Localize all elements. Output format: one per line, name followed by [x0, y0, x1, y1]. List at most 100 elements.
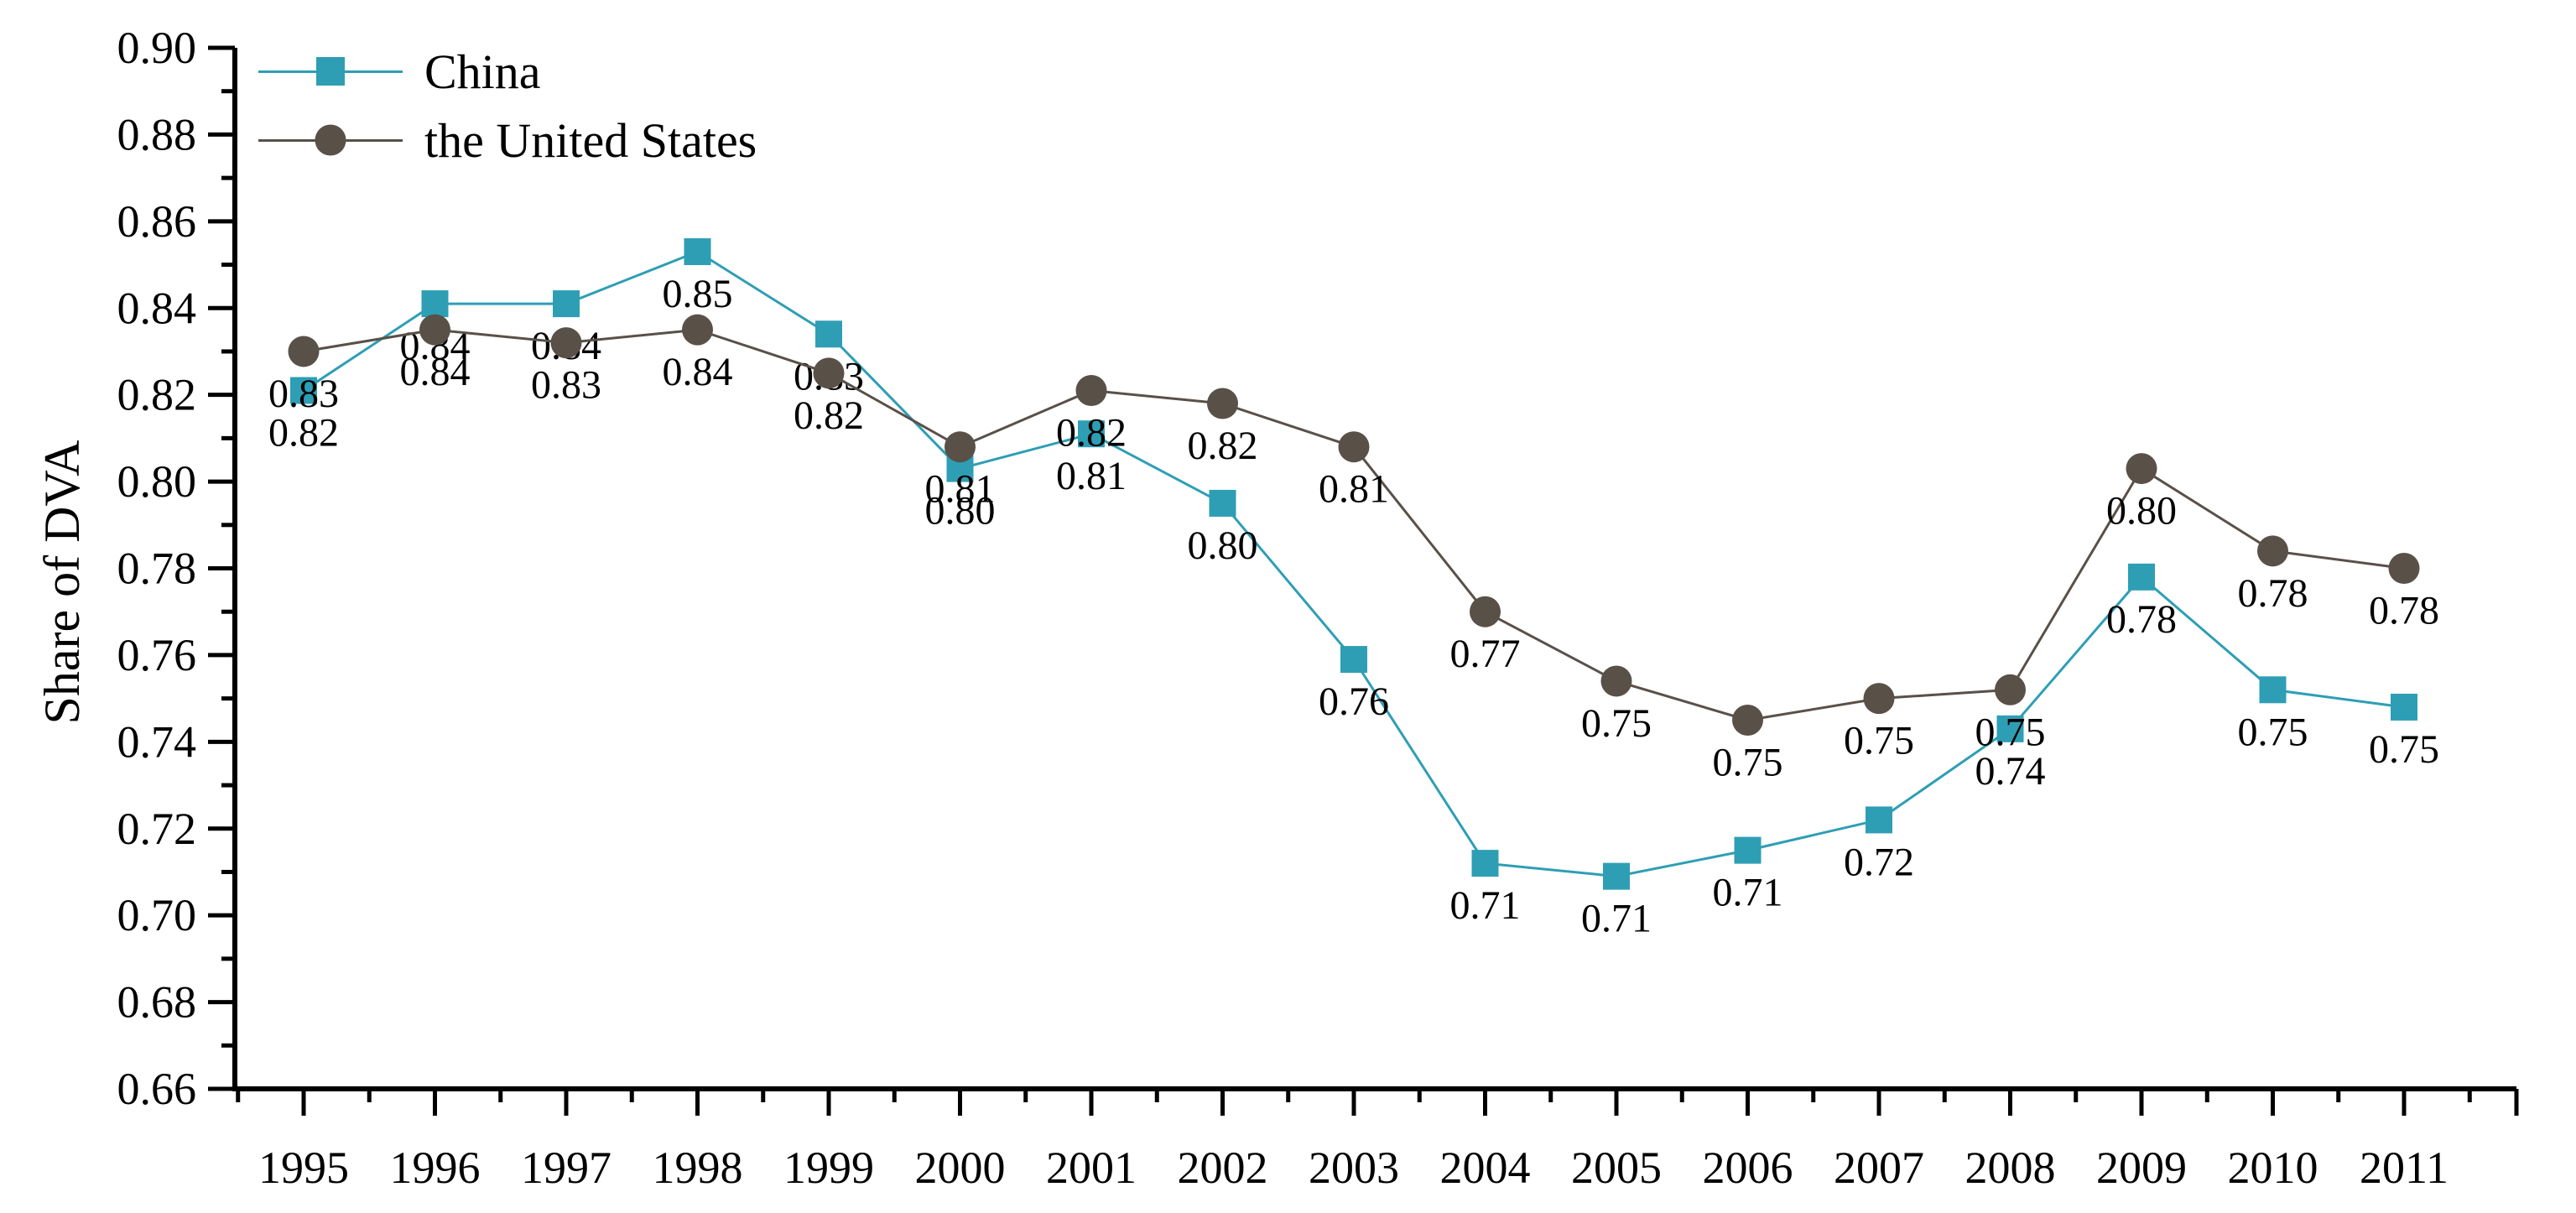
data-point-label: 0.75: [1581, 701, 1652, 746]
x-axis-tick-label: 2008: [1965, 1143, 2056, 1193]
data-point-label: 0.71: [1450, 883, 1521, 928]
data-point-label: 0.84: [663, 350, 733, 394]
data-point-marker-circle: [682, 314, 713, 346]
y-axis-tick-label: 0.76: [117, 630, 197, 680]
data-point-marker-circle: [1600, 665, 1632, 697]
data-point-label: 0.76: [1319, 679, 1389, 724]
data-point-marker-circle: [945, 431, 976, 463]
data-point-marker-square: [421, 290, 449, 318]
legend-sample-china: [258, 55, 403, 88]
data-point-marker-circle: [1863, 683, 1895, 715]
data-point-marker-circle: [1207, 388, 1238, 419]
data-point-marker-square: [1866, 806, 1892, 834]
x-axis-tick-label: 1996: [390, 1143, 481, 1193]
y-axis-tick-label: 0.86: [117, 196, 197, 247]
data-point-marker-circle: [813, 357, 845, 389]
x-axis-tick-label: 2010: [2228, 1143, 2318, 1193]
x-axis-tick-label: 2009: [2096, 1143, 2187, 1193]
legend: China the United States: [258, 37, 757, 174]
data-point-marker-square: [684, 238, 711, 266]
data-point-label: 0.75: [2238, 710, 2308, 754]
legend-sample-united-states: [258, 123, 403, 157]
x-axis-tick-label: 1997: [521, 1143, 611, 1193]
data-point-label: 0.81: [1056, 454, 1127, 498]
data-point-label: 0.81: [925, 467, 996, 512]
x-axis-tick-label: 1999: [783, 1143, 874, 1193]
data-point-label: 0.80: [925, 489, 996, 534]
data-point-label: 0.82: [268, 410, 339, 455]
data-point-marker-circle: [1338, 431, 1370, 463]
data-point-marker-square: [2259, 676, 2287, 704]
legend-label-china: China: [424, 44, 541, 99]
x-axis-tick-label: 2011: [2360, 1143, 2449, 1193]
data-point-label: 0.82: [1188, 424, 1258, 468]
x-axis-tick-label: 2001: [1046, 1143, 1137, 1193]
data-point-marker-circle: [550, 327, 582, 359]
x-axis-tick-label: 2005: [1571, 1143, 1662, 1193]
data-point-label: 0.71: [1713, 871, 1783, 915]
data-point-label: 0.75: [2369, 727, 2439, 772]
data-point-label: 0.83: [531, 363, 601, 408]
data-point-marker-square: [1603, 862, 1630, 890]
x-axis-tick-label: 2000: [915, 1143, 1006, 1193]
legend-square-marker-icon: [316, 57, 345, 86]
x-axis-tick-label: 2002: [1178, 1143, 1268, 1193]
data-point-label: 0.84: [400, 350, 471, 394]
data-point-label: 0.78: [2369, 589, 2439, 633]
data-point-label: 0.83: [268, 372, 339, 416]
data-point-marker-square: [1734, 836, 1762, 864]
data-point-label: 0.74: [1975, 749, 2046, 794]
y-axis-tick-label: 0.70: [117, 890, 197, 940]
data-point-label: 0.80: [1188, 523, 1258, 568]
data-point-marker-square: [1996, 715, 2024, 742]
data-point-marker-circle: [288, 336, 320, 367]
legend-item-united-states: the United States: [258, 106, 757, 174]
data-point-label: 0.80: [2106, 489, 2177, 534]
data-point-marker-square: [1340, 646, 1367, 674]
data-point-marker-square: [2391, 693, 2417, 721]
data-point-label: 0.78: [2106, 597, 2177, 642]
series-line-china: [303, 250, 2405, 878]
x-axis-tick-label: 2006: [1703, 1143, 1793, 1193]
data-point-marker-square: [1209, 489, 1236, 517]
data-point-label: 0.82: [1056, 410, 1127, 455]
data-point-marker-circle: [1995, 674, 2026, 705]
data-point-label: 0.75: [1975, 710, 2046, 754]
data-point-marker-circle: [1732, 704, 1763, 736]
data-point-marker-circle: [1075, 374, 1107, 406]
y-axis-tick-label: 0.78: [117, 544, 197, 594]
y-axis-tick-label: 0.66: [117, 1064, 197, 1114]
data-point-label: 0.78: [2238, 571, 2308, 616]
y-axis-tick-label: 0.90: [117, 23, 197, 73]
y-axis-tick-label: 0.74: [117, 716, 197, 767]
data-point-label: 0.77: [1450, 632, 1521, 676]
data-point-marker-square: [553, 290, 580, 318]
x-axis-tick-label: 2004: [1440, 1143, 1531, 1193]
data-point-marker-square: [1078, 420, 1105, 448]
data-point-label: 0.71: [1581, 897, 1652, 941]
legend-circle-marker-icon: [315, 124, 346, 156]
data-point-label: 0.85: [663, 272, 733, 316]
y-axis-tick-label: 0.84: [117, 283, 197, 333]
data-point-marker-square: [1471, 850, 1499, 877]
x-axis-tick-label: 2003: [1309, 1143, 1399, 1193]
data-point-marker-circle: [2126, 453, 2157, 485]
data-point-label: 0.82: [794, 393, 864, 438]
data-point-marker-square: [2128, 563, 2155, 591]
x-axis-tick-label: 2007: [1834, 1143, 1924, 1193]
data-point-label: 0.75: [1713, 740, 1783, 784]
y-axis-tick-label: 0.88: [117, 109, 197, 159]
data-point-label: 0.81: [1319, 467, 1389, 512]
data-point-marker-circle: [2257, 535, 2288, 567]
data-point-marker-square: [815, 320, 842, 348]
legend-label-united-states: the United States: [424, 112, 757, 168]
data-point-label: 0.75: [1844, 719, 1914, 763]
y-axis-tick-label: 0.80: [117, 456, 197, 507]
y-axis-tick-label: 0.82: [117, 370, 197, 420]
x-axis-tick-label: 1995: [258, 1143, 349, 1193]
y-axis-tick-label: 0.72: [117, 804, 197, 854]
data-point-marker-circle: [419, 314, 450, 346]
y-axis-tick-label: 0.68: [117, 977, 197, 1028]
